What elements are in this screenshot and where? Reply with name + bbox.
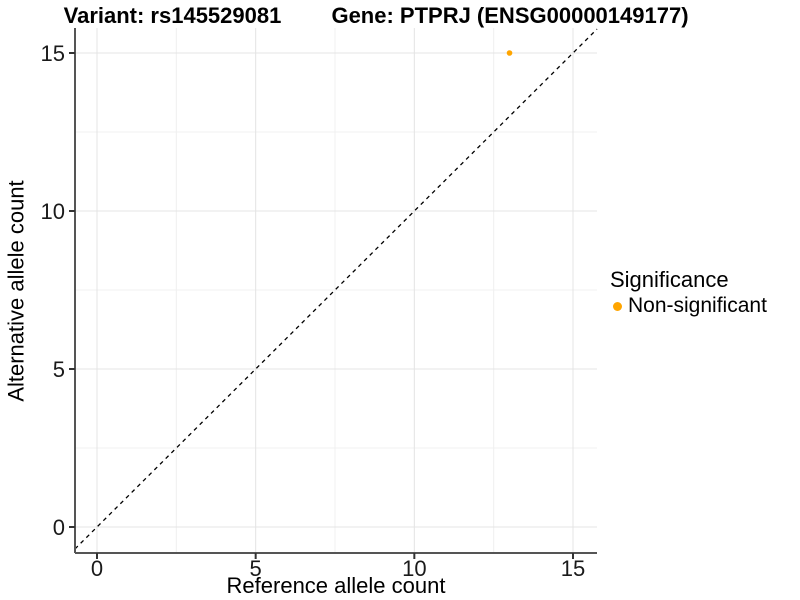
- identity-line: [74, 28, 598, 550]
- y-axis-title: Alternative allele count: [4, 179, 30, 402]
- y-tick-label: 15: [41, 41, 65, 66]
- x-tick-label: 10: [402, 556, 426, 581]
- y-tick-label: 0: [53, 515, 65, 540]
- y-tick-label: 10: [41, 199, 65, 224]
- y-axis-title-wrap: Alternative allele count: [0, 28, 34, 553]
- x-tick-label: 5: [250, 556, 262, 581]
- legend-title: Significance: [610, 267, 729, 292]
- legend-item-label: Non-significant: [628, 294, 767, 317]
- x-tick-label: 0: [91, 556, 103, 581]
- legend-item-non-significant[interactable]: Non-significant: [613, 294, 767, 318]
- legend-point-icon: [613, 301, 622, 311]
- x-axis-title: Reference allele count: [226, 573, 446, 598]
- legend: Significance Non-significant: [610, 267, 767, 318]
- plot-title-variant: Variant: rs145529081: [63, 3, 282, 28]
- data-point[interactable]: [506, 50, 513, 56]
- plot-title-gene: Gene: PTPRJ (ENSG00000149177): [331, 3, 689, 28]
- y-tick-label: 5: [53, 357, 65, 382]
- x-tick-label: 15: [561, 556, 585, 581]
